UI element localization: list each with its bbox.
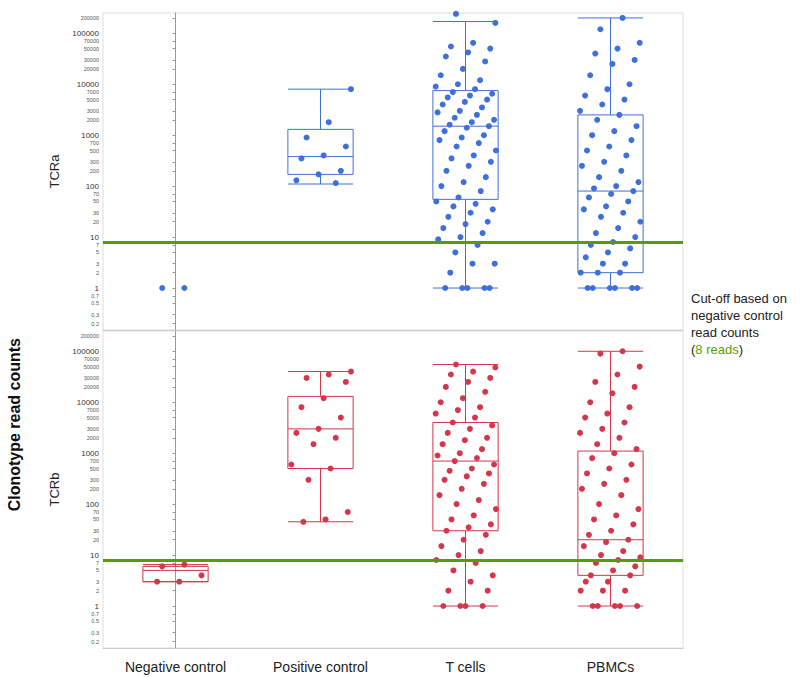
svg-text:0.7: 0.7 bbox=[91, 293, 99, 299]
svg-text:10000: 10000 bbox=[77, 80, 100, 89]
svg-text:70: 70 bbox=[93, 509, 99, 515]
svg-text:300: 300 bbox=[90, 159, 99, 165]
svg-text:5: 5 bbox=[96, 249, 99, 255]
svg-text:10000: 10000 bbox=[77, 398, 100, 407]
svg-text:700: 700 bbox=[90, 458, 99, 464]
svg-text:50000: 50000 bbox=[84, 46, 99, 52]
svg-text:T cells: T cells bbox=[445, 659, 485, 675]
svg-text:100000: 100000 bbox=[72, 29, 99, 38]
svg-text:0.5: 0.5 bbox=[91, 618, 99, 624]
svg-text:5000: 5000 bbox=[87, 97, 99, 103]
svg-text:70: 70 bbox=[93, 191, 99, 197]
svg-text:30: 30 bbox=[93, 210, 99, 216]
svg-text:5000: 5000 bbox=[87, 415, 99, 421]
svg-text:30: 30 bbox=[93, 528, 99, 534]
svg-text:7: 7 bbox=[96, 560, 99, 566]
svg-text:3000: 3000 bbox=[87, 426, 99, 432]
svg-text:TCRa: TCRa bbox=[47, 154, 62, 189]
svg-text:PBMCs: PBMCs bbox=[587, 659, 634, 675]
svg-text:10: 10 bbox=[90, 551, 99, 560]
svg-text:700: 700 bbox=[90, 140, 99, 146]
svg-text:1: 1 bbox=[95, 602, 100, 611]
svg-text:Negative control: Negative control bbox=[125, 659, 226, 675]
svg-text:5: 5 bbox=[96, 567, 99, 573]
svg-text:20000: 20000 bbox=[84, 66, 99, 72]
svg-text:100000: 100000 bbox=[72, 347, 99, 356]
svg-text:0.3: 0.3 bbox=[91, 630, 99, 636]
svg-text:70000: 70000 bbox=[84, 356, 99, 362]
svg-text:30000: 30000 bbox=[84, 375, 99, 381]
svg-text:0.2: 0.2 bbox=[91, 639, 99, 645]
svg-text:2: 2 bbox=[96, 588, 99, 594]
svg-text:20: 20 bbox=[93, 537, 99, 543]
svg-text:20000: 20000 bbox=[84, 384, 99, 390]
svg-text:Cut-off based on: Cut-off based on bbox=[691, 291, 787, 306]
svg-text:30000: 30000 bbox=[84, 57, 99, 63]
svg-text:1: 1 bbox=[95, 284, 100, 293]
svg-text:TCRb: TCRb bbox=[47, 473, 62, 507]
svg-text:Positive control: Positive control bbox=[273, 659, 368, 675]
svg-text:2000: 2000 bbox=[87, 117, 99, 123]
svg-text:500: 500 bbox=[90, 148, 99, 154]
svg-text:100: 100 bbox=[86, 500, 100, 509]
svg-text:7000: 7000 bbox=[87, 89, 99, 95]
svg-text:200: 200 bbox=[90, 486, 99, 492]
svg-text:500: 500 bbox=[90, 466, 99, 472]
svg-text:0.7: 0.7 bbox=[91, 611, 99, 617]
svg-text:Clonotype read counts: Clonotype read counts bbox=[6, 338, 23, 511]
svg-text:0.3: 0.3 bbox=[91, 312, 99, 318]
svg-text:3: 3 bbox=[96, 261, 99, 267]
svg-text:2: 2 bbox=[96, 270, 99, 276]
svg-text:1000: 1000 bbox=[81, 449, 99, 458]
svg-text:3000: 3000 bbox=[87, 108, 99, 114]
svg-text:200000: 200000 bbox=[81, 333, 99, 339]
svg-text:10: 10 bbox=[90, 233, 99, 242]
svg-text:50: 50 bbox=[93, 198, 99, 204]
svg-text:50: 50 bbox=[93, 516, 99, 522]
svg-text:100: 100 bbox=[86, 182, 100, 191]
svg-text:7: 7 bbox=[96, 242, 99, 248]
svg-text:200: 200 bbox=[90, 168, 99, 174]
svg-text:8 reads: 8 reads bbox=[695, 342, 739, 357]
svg-text:2000: 2000 bbox=[87, 435, 99, 441]
svg-text:50000: 50000 bbox=[84, 364, 99, 370]
svg-text:300: 300 bbox=[90, 477, 99, 483]
svg-text:0.5: 0.5 bbox=[91, 300, 99, 306]
svg-text:70000: 70000 bbox=[84, 38, 99, 44]
svg-text:200000: 200000 bbox=[81, 15, 99, 21]
svg-text:read counts: read counts bbox=[691, 325, 759, 340]
svg-text:negative control: negative control bbox=[691, 308, 783, 323]
svg-text:1000: 1000 bbox=[81, 131, 99, 140]
svg-text:7000: 7000 bbox=[87, 407, 99, 413]
svg-text:0.2: 0.2 bbox=[91, 321, 99, 327]
svg-text:3: 3 bbox=[96, 579, 99, 585]
svg-text:): ) bbox=[739, 342, 743, 357]
svg-text:20: 20 bbox=[93, 219, 99, 225]
